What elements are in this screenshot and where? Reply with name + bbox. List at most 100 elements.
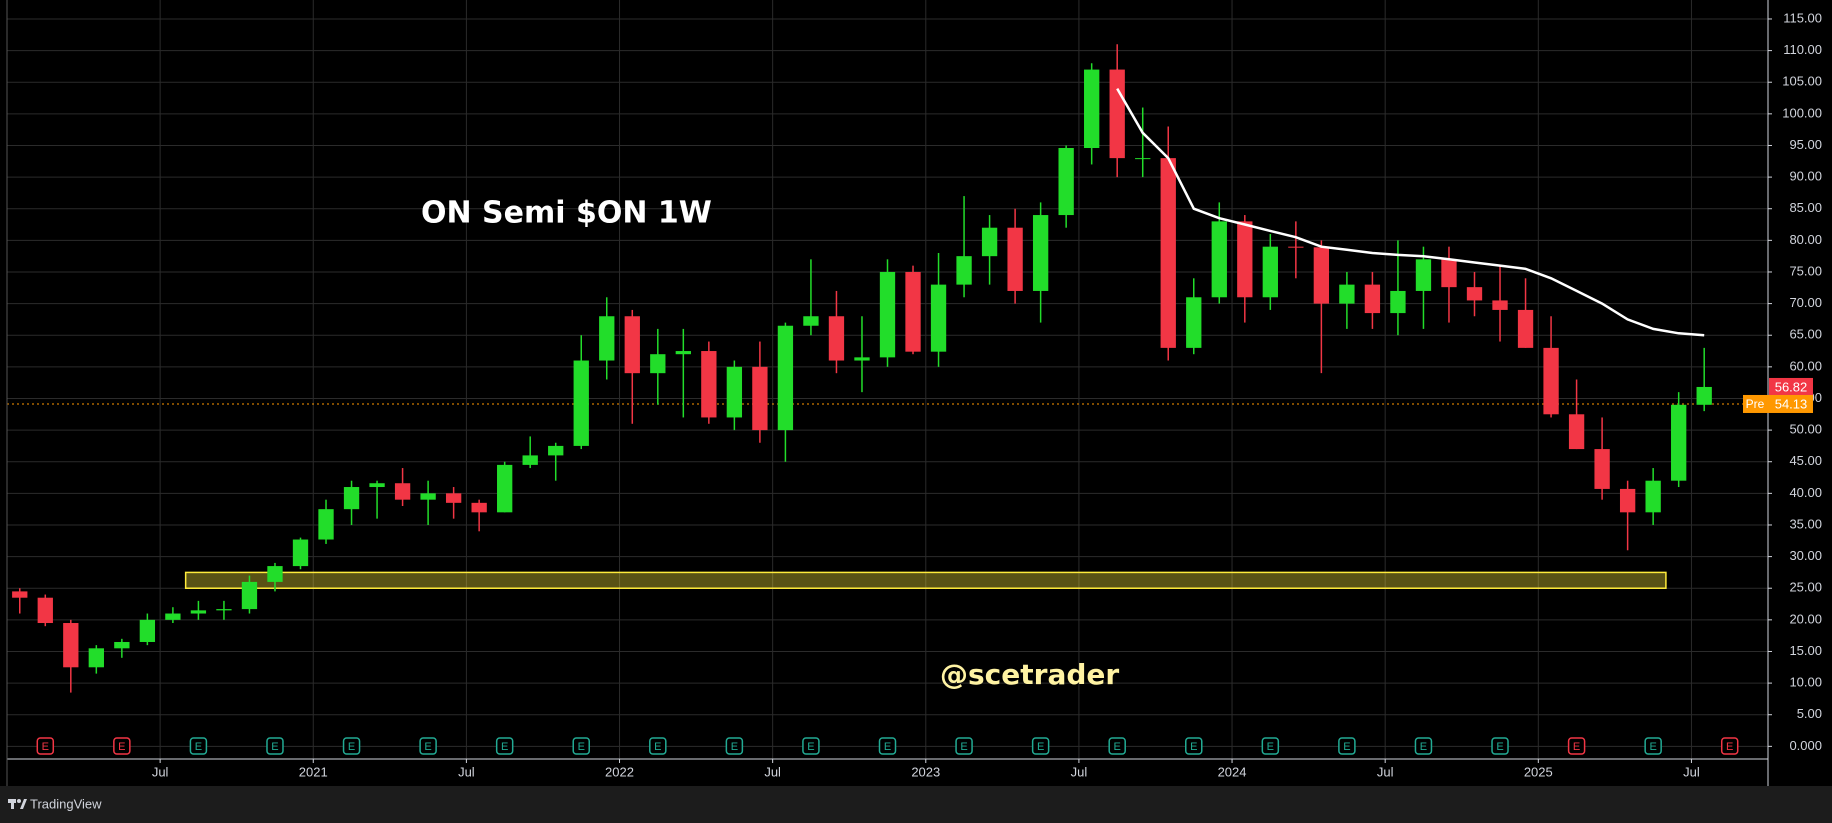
- candle-body: [879, 271, 896, 358]
- x-tick-label: Jul: [458, 764, 475, 779]
- candle-body: [292, 539, 309, 567]
- earnings-icon: [189, 737, 208, 755]
- watermark: @scetrader: [940, 658, 1119, 691]
- candle-body: [139, 619, 156, 642]
- y-tick-label: 15.00: [1789, 643, 1822, 658]
- earnings-marker: E: [572, 737, 590, 755]
- y-tick-label: 35.00: [1789, 516, 1822, 531]
- candle-body: [190, 610, 207, 614]
- earnings-label: E: [1496, 741, 1503, 753]
- y-tick-label: 105.00: [1782, 74, 1822, 89]
- earnings-marker: E: [1261, 737, 1280, 755]
- earnings-icon: [725, 737, 744, 755]
- candle-body: [1084, 69, 1100, 149]
- earnings-marker: E: [1108, 737, 1126, 755]
- earnings-label: E: [1343, 741, 1350, 753]
- earnings-marker: E: [266, 737, 284, 755]
- candle-body: [1211, 221, 1227, 298]
- candle-body: [1160, 158, 1176, 348]
- y-tick-label: 25.00: [1789, 580, 1822, 595]
- pre-market-label: 54.13: [1775, 396, 1808, 411]
- x-tick-label: Jul: [1683, 764, 1700, 779]
- candle-body: [1007, 227, 1023, 291]
- earnings-icon: [1261, 737, 1280, 755]
- candle-body: [1568, 414, 1585, 450]
- y-tick-label: 80.00: [1789, 232, 1822, 247]
- candle-body: [1186, 297, 1202, 348]
- candle-body: [1032, 215, 1049, 291]
- earnings-icon: [113, 737, 131, 755]
- earnings-label: E: [118, 741, 125, 753]
- earnings-label: E: [731, 741, 738, 753]
- candle-body: [267, 566, 283, 582]
- y-tick-label: 110.00: [1783, 42, 1822, 57]
- earnings-icon: [802, 737, 820, 755]
- x-tick-label: Jul: [764, 764, 781, 779]
- candle-body: [1671, 404, 1687, 481]
- x-tick-label: 2025: [1524, 764, 1553, 779]
- candle-body: [930, 284, 947, 352]
- y-tick-label: 60.00: [1789, 358, 1822, 373]
- earnings-label: E: [1573, 741, 1580, 753]
- y-tick-label: 5.00: [1797, 706, 1822, 721]
- candle-body: [1390, 290, 1406, 314]
- brand-logo: [8, 799, 27, 809]
- footer: [0, 786, 1832, 823]
- candle-body: [752, 366, 768, 431]
- earnings-marker: E: [1031, 737, 1050, 755]
- earnings-marker: E: [495, 737, 514, 755]
- candle-body: [1543, 347, 1559, 415]
- candle-body: [394, 483, 411, 500]
- candle-body: [624, 316, 640, 374]
- candle-body: [1313, 247, 1330, 304]
- earnings-marker: E: [1338, 737, 1356, 755]
- candle-body: [114, 641, 130, 649]
- candle-body: [726, 366, 743, 418]
- earnings-label: E: [271, 741, 278, 753]
- candle-body: [1441, 259, 1457, 288]
- candle-body: [37, 597, 53, 624]
- y-tick-label: 40.00: [1789, 485, 1822, 500]
- candle-body: [1058, 148, 1074, 216]
- y-tick-label: 30.00: [1789, 548, 1822, 563]
- earnings-label: E: [501, 741, 508, 753]
- candle-body: [599, 316, 615, 361]
- candle-body: [1339, 284, 1355, 304]
- candle-body: [445, 493, 462, 503]
- candle-body: [981, 227, 998, 257]
- earnings-label: E: [884, 741, 891, 753]
- candle-body: [650, 354, 666, 374]
- candle-body: [1594, 449, 1610, 489]
- earnings-label: E: [195, 741, 202, 753]
- earnings-icon: [649, 737, 667, 755]
- brand: TradingView: [30, 796, 102, 811]
- support-zone: [184, 571, 1667, 589]
- earnings-label: E: [807, 741, 814, 753]
- candle-body: [1696, 386, 1712, 405]
- candle-body: [828, 316, 845, 361]
- earnings-marker: E: [725, 737, 744, 755]
- y-tick-label: 45.00: [1789, 453, 1822, 468]
- candle-body: [1288, 246, 1304, 248]
- earnings-label: E: [348, 741, 355, 753]
- y-tick-label: 100.00: [1782, 105, 1822, 120]
- earnings-marker: E: [649, 737, 667, 755]
- earnings-marker: E: [342, 737, 361, 755]
- candle-body: [905, 271, 921, 352]
- earnings-marker: E: [1491, 737, 1509, 755]
- pre-market-tag: Pre: [1746, 397, 1765, 411]
- candle-body: [241, 581, 258, 610]
- x-tick-label: 2021: [299, 764, 328, 779]
- earnings-icon: [1108, 737, 1126, 755]
- earnings-icon: [1031, 737, 1050, 755]
- earnings-icon: [1414, 737, 1433, 755]
- candle-body: [803, 316, 819, 326]
- y-tick-label: 10.00: [1789, 675, 1822, 690]
- earnings-label: E: [1420, 741, 1427, 753]
- candle-body: [63, 623, 79, 668]
- y-tick-label: 20.00: [1789, 611, 1822, 626]
- earnings-label: E: [1190, 741, 1197, 753]
- moving-average: [1116, 87, 1705, 337]
- y-tick-label: 115.00: [1783, 10, 1822, 25]
